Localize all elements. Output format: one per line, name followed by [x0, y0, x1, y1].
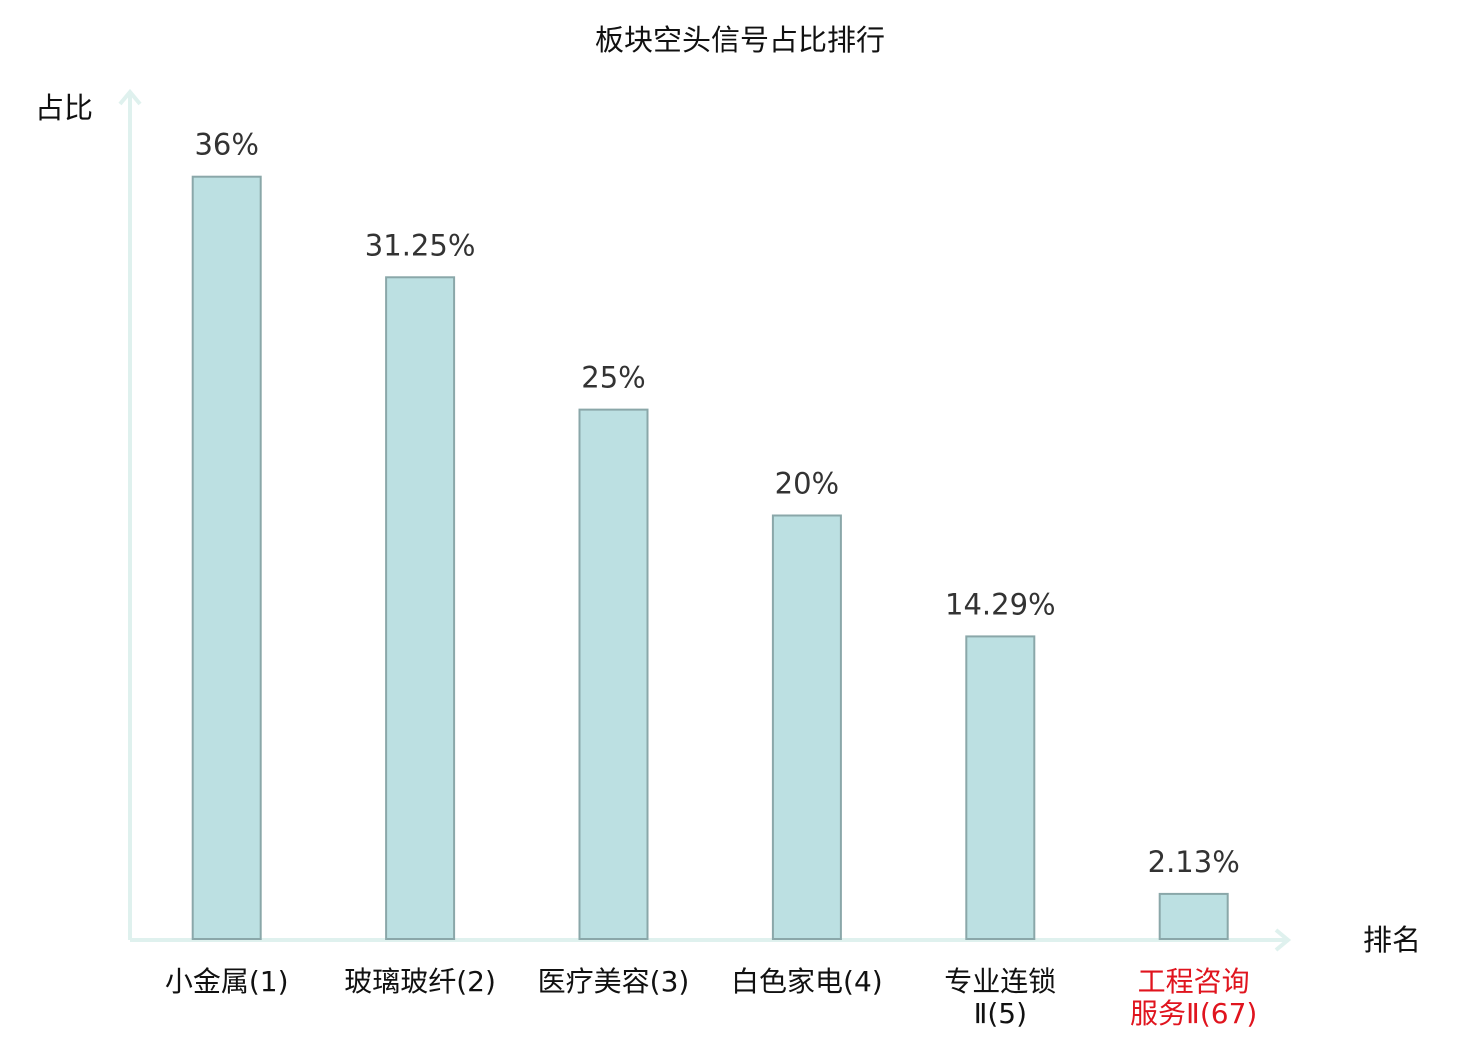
- y-axis-arrow: [118, 88, 142, 106]
- y-axis-label: 占比: [35, 91, 93, 125]
- x-tick-label: 白色家电(4): [731, 965, 883, 998]
- x-axis-label: 排名: [1363, 923, 1421, 957]
- x-tick-label: 专业连锁 Ⅱ(5): [944, 965, 1057, 1030]
- x-tick-label: 小金属(1): [164, 965, 289, 998]
- value-label: 25%: [581, 361, 645, 395]
- value-label: 36%: [194, 128, 258, 162]
- bar: [578, 408, 649, 940]
- value-label: 2.13%: [1148, 845, 1240, 879]
- bar: [191, 175, 262, 940]
- bar: [771, 514, 842, 940]
- x-tick-label: 工程咨询 服务Ⅱ(67): [1130, 965, 1258, 1030]
- axes: [118, 88, 1292, 952]
- value-label: 20%: [775, 467, 839, 501]
- bar: [1158, 892, 1229, 941]
- bar: [965, 635, 1036, 940]
- value-label: 14.29%: [945, 587, 1056, 621]
- chart-title: 板块空头信号占比排行: [595, 23, 885, 57]
- x-axis-arrow: [1274, 928, 1292, 952]
- x-tick-label: 玻璃玻纤(2): [344, 965, 496, 998]
- bar: [385, 276, 456, 940]
- x-tick-label: 医疗美容(3): [537, 965, 690, 998]
- value-label: 31.25%: [365, 228, 476, 262]
